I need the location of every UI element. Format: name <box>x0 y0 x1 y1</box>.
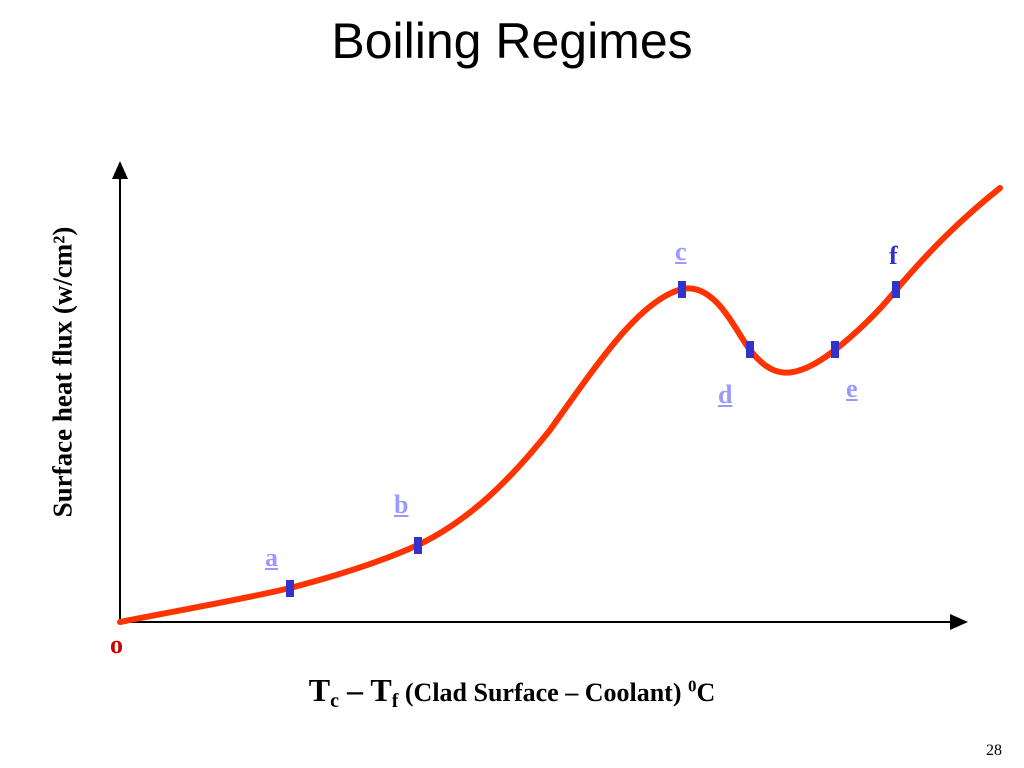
marker-f <box>892 281 900 298</box>
slide-title: Boiling Regimes <box>331 13 693 69</box>
marker-a <box>286 580 294 597</box>
point-label-a[interactable]: a <box>265 543 278 572</box>
marker-d <box>746 341 754 358</box>
marker-e <box>831 341 839 358</box>
marker-b <box>414 537 422 554</box>
page-number: 28 <box>986 742 1002 759</box>
y-axis-label: Surface heat flux (w/cm²) <box>47 226 78 518</box>
boiling-curve <box>117 185 1003 625</box>
point-label-c[interactable]: c <box>675 237 687 266</box>
origin-label: o <box>110 630 123 659</box>
point-label-d[interactable]: d <box>718 380 733 409</box>
point-label-b[interactable]: b <box>394 490 409 519</box>
x-axis-label: Tc – Tf (Clad Surface – Coolant) 0C <box>308 672 716 713</box>
point-label-f: f <box>889 241 898 270</box>
marker-c <box>678 281 686 298</box>
point-label-e[interactable]: e <box>846 374 858 403</box>
